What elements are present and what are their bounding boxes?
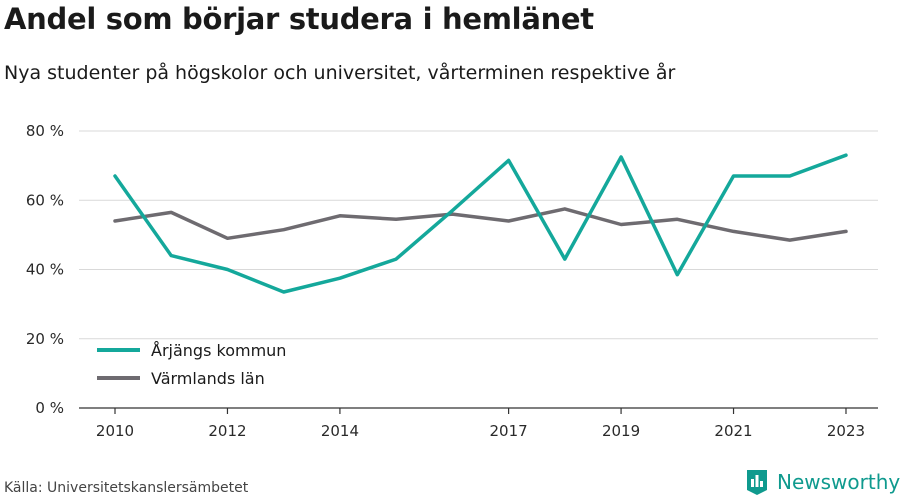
brand-logo: Newsworthy <box>745 468 900 496</box>
legend: Årjängs kommun Värmlands län <box>97 341 286 388</box>
chart-title: Andel som börjar studera i hemlänet <box>4 2 594 36</box>
x-tick-label: 2021 <box>714 422 752 440</box>
series-line-2 <box>113 207 848 242</box>
y-tick-label: 60 % <box>26 191 64 209</box>
y-tick-label: 40 % <box>26 261 64 279</box>
x-tick-label: 2023 <box>827 422 865 440</box>
grid-lines: 0 % 20 % 40 % 60 % 80 % <box>26 122 878 417</box>
source-note: Källa: Universitetskanslersämbetet <box>4 480 249 496</box>
series-lines <box>113 153 848 294</box>
legend-label: Årjängs kommun <box>151 341 286 360</box>
brand-name: Newsworthy <box>777 470 900 494</box>
chart-subtitle: Nya studenter på högskolor och universit… <box>4 62 676 84</box>
x-tick-label: 2012 <box>208 422 246 440</box>
x-tick-label: 2017 <box>490 422 528 440</box>
x-tick-label: 2019 <box>602 422 640 440</box>
legend-label: Värmlands län <box>151 369 265 388</box>
y-tick-label: 0 % <box>35 399 64 417</box>
bar-chart-logo-icon <box>747 470 767 495</box>
y-tick-label: 20 % <box>26 330 64 348</box>
series-line-1 <box>113 153 848 294</box>
x-tick-label: 2010 <box>96 422 134 440</box>
y-tick-label: 80 % <box>26 122 64 140</box>
x-axis: 2010 2012 2014 2017 2019 2021 2023 <box>79 407 878 440</box>
x-tick-label: 2014 <box>321 422 359 440</box>
